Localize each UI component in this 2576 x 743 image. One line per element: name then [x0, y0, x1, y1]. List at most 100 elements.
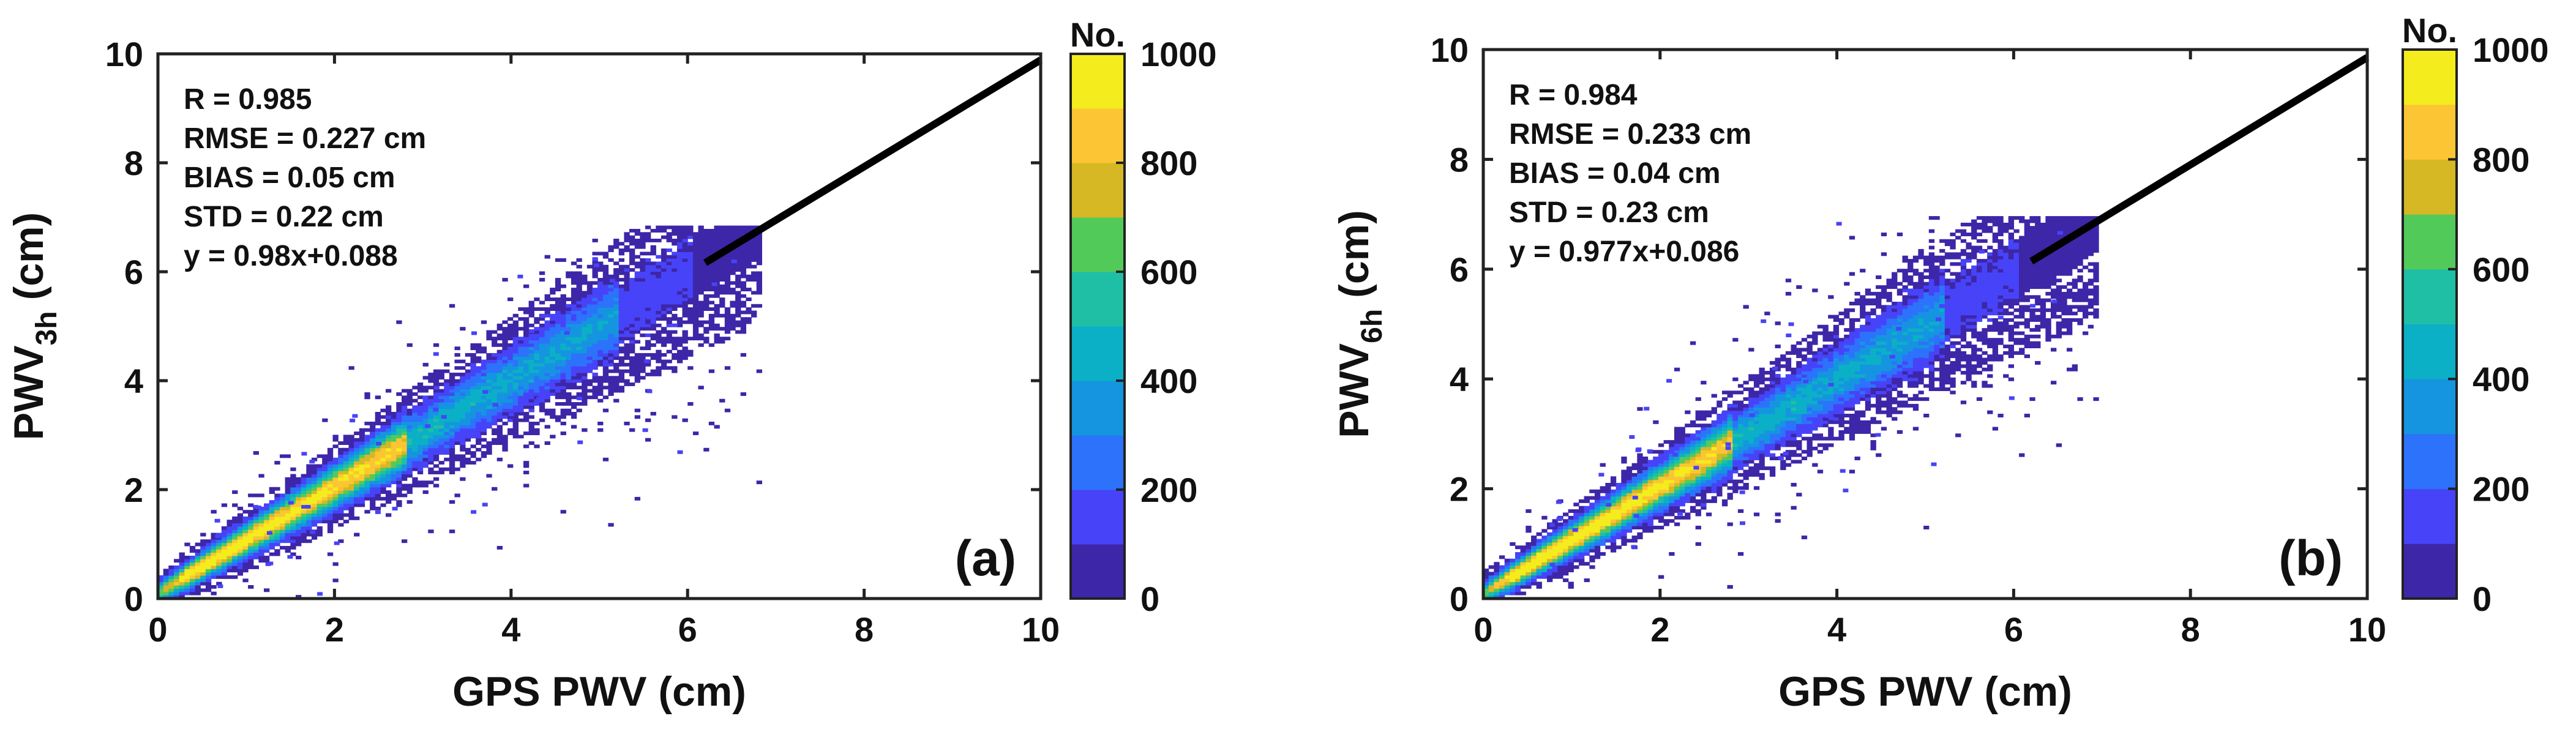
- density-cell: [497, 386, 503, 389]
- density-cell: [264, 526, 269, 530]
- density-cell: [1648, 476, 1653, 480]
- density-cell: [555, 353, 561, 357]
- density-cell: [1568, 539, 1574, 543]
- density-cell: [1807, 394, 1813, 398]
- density-cell: [285, 510, 291, 513]
- density-cell: [1674, 470, 1680, 474]
- density-cell: [428, 448, 433, 452]
- density-cell: [730, 327, 735, 330]
- density-cell: [1770, 417, 1775, 420]
- density-cell: [190, 572, 195, 576]
- density-cell: [1664, 493, 1669, 496]
- density-cell: [561, 409, 566, 413]
- density-cell: [1685, 411, 1690, 414]
- density-cell: [1547, 532, 1552, 536]
- density-cell: [179, 569, 185, 572]
- density-cell: [396, 441, 402, 445]
- density-cell: [534, 376, 539, 379]
- density-cell: [683, 356, 688, 360]
- density-cell: [619, 278, 624, 282]
- panel-label: (a): [955, 531, 1016, 586]
- density-cell: [561, 402, 566, 406]
- density-cell: [354, 471, 359, 474]
- density-cell: [613, 343, 619, 347]
- density-cell: [1658, 480, 1664, 484]
- density-cell: [465, 370, 471, 373]
- density-cell: [1754, 401, 1759, 405]
- density-cell: [216, 543, 222, 547]
- density-cell: [1589, 545, 1595, 549]
- density-cell: [492, 376, 497, 379]
- density-cell: [555, 363, 561, 367]
- density-cell: [439, 438, 444, 442]
- density-cell: [423, 490, 429, 494]
- density-cell: [274, 526, 280, 530]
- density-cell: [624, 294, 629, 298]
- density-cell: [1738, 390, 1743, 394]
- density-cell: [380, 504, 386, 507]
- density-cell: [380, 448, 386, 452]
- density-cell: [1839, 394, 1844, 398]
- density-cell: [1669, 486, 1674, 490]
- density-cell: [449, 461, 455, 465]
- density-cell: [476, 402, 481, 406]
- density-cell: [338, 477, 343, 481]
- density-cell: [603, 330, 608, 334]
- density-cell: [693, 275, 698, 278]
- density-cell: [471, 343, 476, 347]
- density-cell: [423, 419, 429, 422]
- density-cell: [603, 252, 608, 255]
- density-cell: [1568, 519, 1574, 523]
- density-cell: [1759, 414, 1765, 417]
- density-cell: [746, 245, 751, 249]
- density-cell: [571, 386, 577, 389]
- density-cell: [629, 317, 635, 321]
- density-cell: [285, 526, 291, 530]
- outlier-point: [672, 324, 678, 327]
- density-cell: [1748, 424, 1754, 427]
- density-cell: [587, 307, 593, 311]
- density-cell: [190, 592, 195, 596]
- density-cell: [492, 428, 497, 432]
- density-cell: [1557, 539, 1563, 543]
- density-cell: [449, 419, 455, 422]
- density-cell: [1775, 404, 1781, 408]
- density-cell: [582, 324, 587, 327]
- density-cell: [555, 350, 561, 354]
- density-cell: [306, 500, 312, 504]
- density-cell: [1775, 358, 1781, 362]
- density-cell: [677, 301, 683, 305]
- density-cell: [1642, 513, 1648, 517]
- density-cell: [523, 376, 529, 379]
- density-cell: [1796, 433, 1802, 437]
- density-cell: [714, 232, 720, 236]
- density-cell: [661, 278, 667, 282]
- density-cell: [1732, 463, 1738, 467]
- density-cell: [545, 350, 550, 354]
- density-cell: [1764, 387, 1770, 391]
- density-cell: [1722, 470, 1728, 474]
- density-cell: [476, 356, 481, 360]
- density-cell: [545, 409, 550, 413]
- density-cell: [460, 428, 465, 432]
- density-cell: [1807, 430, 1813, 434]
- density-cell: [486, 422, 492, 425]
- density-cell: [1547, 569, 1552, 572]
- density-cell: [539, 330, 545, 334]
- density-cell: [645, 271, 651, 275]
- density-cell: [206, 553, 211, 556]
- density-cell: [683, 285, 688, 288]
- density-cell: [587, 340, 593, 344]
- density-cell: [1489, 572, 1494, 575]
- density-cell: [518, 307, 523, 311]
- density-cell: [1823, 368, 1829, 372]
- density-cell: [1605, 516, 1611, 520]
- density-cell: [1812, 368, 1818, 372]
- density-cell: [354, 504, 359, 507]
- density-cell: [1552, 549, 1558, 553]
- density-cell: [523, 395, 529, 399]
- density-cell: [1552, 529, 1558, 532]
- density-cell: [375, 490, 381, 494]
- density-cell: [502, 399, 507, 403]
- density-cell: [751, 291, 757, 294]
